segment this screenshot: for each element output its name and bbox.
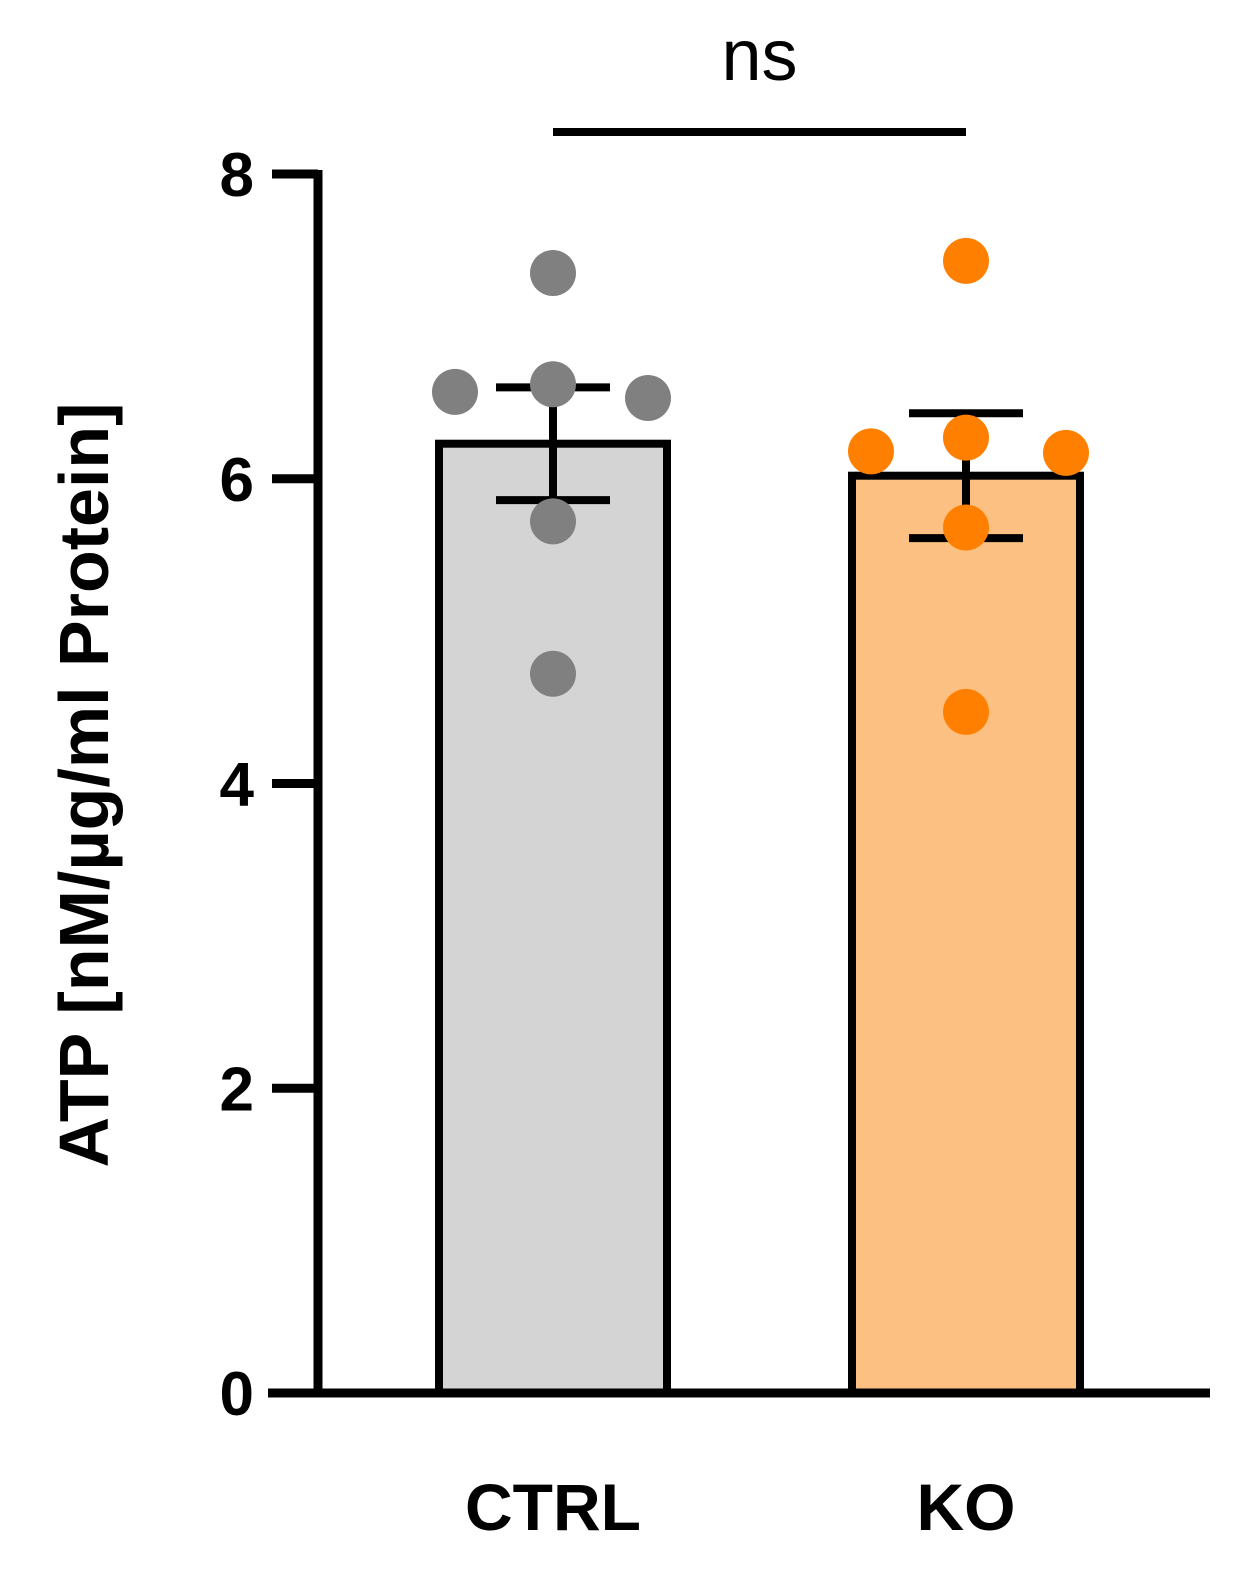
data-point-ko [1043,429,1089,476]
data-point-ko [848,428,894,475]
x-category-labels: CTRL KO [465,1470,1015,1544]
y-tick-label: 8 [220,141,254,210]
bars-layer [435,439,1084,1397]
data-point-ko [943,504,989,551]
bar-ctrl [435,439,671,1397]
bar-ko [848,471,1084,1397]
data-point-ko [943,414,989,461]
data-point-ctrl [530,250,576,297]
y-tick-label: 4 [220,751,255,820]
x-category-label: KO [917,1470,1016,1544]
data-point-ko [943,688,989,735]
significance-label: ns [721,16,797,96]
data-point-ctrl [530,498,576,545]
data-point-ctrl [625,374,671,421]
y-tick-label: 2 [220,1055,254,1124]
y-tick-label: 6 [220,446,254,515]
points-layer [432,237,1089,735]
data-point-ctrl [530,361,576,408]
data-point-ko [943,237,989,284]
y-tick-label: 0 [220,1360,254,1429]
x-category-label: CTRL [465,1470,641,1544]
data-point-ctrl [432,368,478,415]
significance-annotation: ns [553,16,966,136]
y-axis-label: ATP [nM/µg/ml Protein] [45,403,123,1168]
data-point-ctrl [530,650,576,697]
y-ticks-layer: 0 2 4 6 8 [220,141,318,1429]
